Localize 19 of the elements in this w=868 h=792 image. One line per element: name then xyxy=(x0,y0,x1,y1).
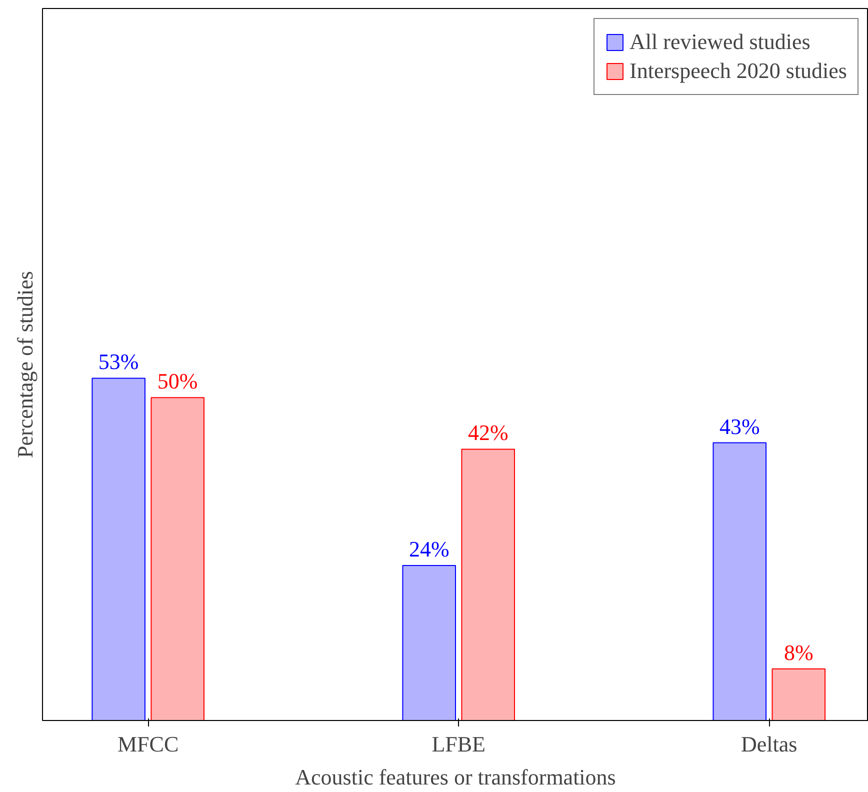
legend-label: All reviewed studies xyxy=(630,29,810,55)
legend-label: Interspeech 2020 studies xyxy=(630,58,847,84)
bar xyxy=(712,442,767,720)
bar xyxy=(402,564,456,720)
x-tick-label: Deltas xyxy=(741,732,798,756)
data-label: 53% xyxy=(98,349,139,374)
data-label: 42% xyxy=(468,420,508,446)
x-tick-label: MFCC xyxy=(118,732,179,756)
x-axis-title: Acoustic features or transformations xyxy=(295,764,616,790)
bar xyxy=(772,668,826,720)
data-label: 50% xyxy=(157,368,198,394)
x-tick-label: LFBE xyxy=(432,732,486,756)
data-label: 8% xyxy=(784,640,814,665)
bar xyxy=(92,378,146,720)
bar xyxy=(150,397,204,720)
data-label: 24% xyxy=(408,536,450,562)
y-axis-title: Percentage of studies xyxy=(12,271,38,458)
bar xyxy=(461,448,515,720)
data-label: 43% xyxy=(719,414,760,439)
